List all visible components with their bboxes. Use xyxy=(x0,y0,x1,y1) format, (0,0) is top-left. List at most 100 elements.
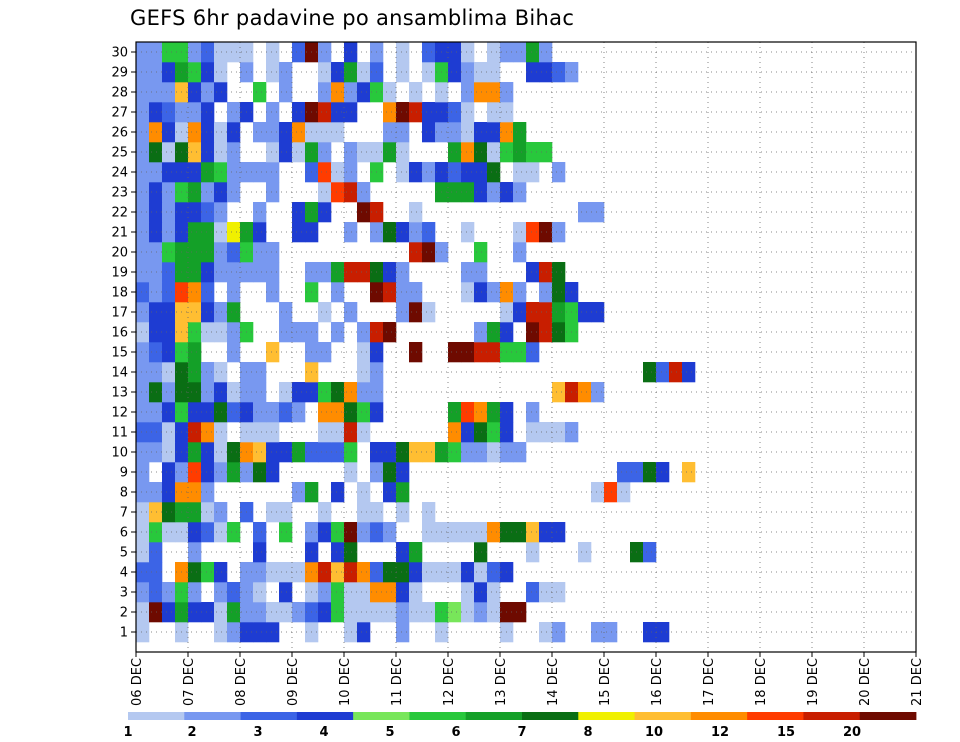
legend-swatch xyxy=(465,712,523,720)
heatmap-cell xyxy=(383,222,397,243)
y-tick-label: 22 xyxy=(111,206,128,221)
heatmap-cell xyxy=(383,82,397,103)
y-tick-label: 18 xyxy=(111,286,128,301)
heatmap-cell xyxy=(136,482,150,503)
heatmap-cell xyxy=(201,382,215,403)
heatmap-cell xyxy=(149,62,163,83)
heatmap-cell xyxy=(162,182,176,203)
heatmap-cell xyxy=(227,582,241,603)
heatmap-cell xyxy=(279,582,293,603)
heatmap-cell xyxy=(214,62,228,83)
heatmap-cell xyxy=(357,422,371,443)
heatmap-cell xyxy=(292,122,306,143)
heatmap-cell xyxy=(357,522,371,543)
heatmap-cell xyxy=(214,122,228,143)
heatmap-cell xyxy=(474,282,488,303)
heatmap-cell xyxy=(383,522,397,543)
heatmap-cell xyxy=(357,562,371,583)
heatmap-cell xyxy=(318,302,332,323)
heatmap-cell xyxy=(136,202,150,223)
heatmap-cell xyxy=(344,222,358,243)
heatmap-cell xyxy=(409,542,423,563)
heatmap-cell xyxy=(188,342,202,363)
heatmap-cell xyxy=(188,222,202,243)
heatmap-cell xyxy=(279,302,293,323)
heatmap-cell xyxy=(383,142,397,163)
heatmap-cell xyxy=(396,562,410,583)
heatmap-cell xyxy=(474,322,488,343)
heatmap-cell xyxy=(357,582,371,603)
heatmap-cell xyxy=(227,602,241,623)
y-tick-label: 14 xyxy=(111,366,128,381)
heatmap-cell xyxy=(643,362,657,383)
heatmap-cell xyxy=(253,402,267,423)
heatmap-cell xyxy=(552,582,566,603)
heatmap-cell xyxy=(344,382,358,403)
heatmap-cell xyxy=(149,302,163,323)
heatmap-cell xyxy=(227,262,241,283)
heatmap-cell xyxy=(318,422,332,443)
heatmap-cell xyxy=(227,242,241,263)
heatmap-cell xyxy=(227,322,241,343)
heatmap-cell xyxy=(357,142,371,163)
heatmap-cell xyxy=(292,442,306,463)
heatmap-cell xyxy=(266,282,280,303)
heatmap-cell xyxy=(253,622,267,643)
heatmap-cell xyxy=(526,162,540,183)
heatmap-cell xyxy=(188,42,202,63)
heatmap-cell xyxy=(643,622,657,643)
legend-label: 6 xyxy=(451,725,460,740)
heatmap-cell xyxy=(409,282,423,303)
heatmap-cell xyxy=(331,102,345,123)
heatmap-cell xyxy=(461,102,475,123)
heatmap-cell xyxy=(383,442,397,463)
heatmap-cell xyxy=(461,562,475,583)
heatmap-cell xyxy=(552,382,566,403)
heatmap-cell xyxy=(227,142,241,163)
heatmap-cell xyxy=(474,162,488,183)
heatmap-cell xyxy=(227,102,241,123)
heatmap-cell xyxy=(539,322,553,343)
heatmap-cell xyxy=(136,42,150,63)
heatmap-cell xyxy=(526,302,540,323)
heatmap-cell xyxy=(526,582,540,603)
heatmap-cell xyxy=(487,282,501,303)
heatmap-cell xyxy=(396,122,410,143)
legend-swatch xyxy=(522,712,579,720)
heatmap-cell xyxy=(253,542,267,563)
heatmap-cell xyxy=(188,142,202,163)
x-tick-label: 09 DEC xyxy=(286,658,301,706)
heatmap-cell xyxy=(318,602,332,623)
heatmap-cell xyxy=(162,482,176,503)
heatmap-cell xyxy=(201,182,215,203)
heatmap-cell xyxy=(409,102,423,123)
heatmap-cell xyxy=(292,602,306,623)
heatmap-cell xyxy=(552,62,566,83)
heatmap-cell xyxy=(279,402,293,423)
heatmap-cell xyxy=(461,222,475,243)
heatmap-cell xyxy=(253,222,267,243)
heatmap-cell xyxy=(539,62,553,83)
heatmap-cell xyxy=(539,222,553,243)
heatmap-cell xyxy=(214,362,228,383)
heatmap-cell xyxy=(539,622,553,643)
heatmap-cell xyxy=(461,162,475,183)
heatmap-cell xyxy=(292,222,306,243)
heatmap-cell xyxy=(188,542,202,563)
heatmap-cell xyxy=(396,142,410,163)
x-tick-label: 20 DEC xyxy=(858,658,873,706)
heatmap-cell xyxy=(331,542,345,563)
legend-swatch xyxy=(184,712,241,720)
heatmap-cell xyxy=(188,462,202,483)
heatmap-cell xyxy=(214,562,228,583)
heatmap-cell xyxy=(136,462,150,483)
grid-lines xyxy=(136,42,917,652)
heatmap-cell xyxy=(266,182,280,203)
y-tick-label: 15 xyxy=(111,346,128,361)
heatmap-cell xyxy=(474,82,488,103)
heatmap-cell xyxy=(318,162,332,183)
heatmap-cell xyxy=(331,122,345,143)
heatmap-cell xyxy=(422,442,436,463)
heatmap-cell xyxy=(422,602,436,623)
heatmap-cell xyxy=(201,482,215,503)
